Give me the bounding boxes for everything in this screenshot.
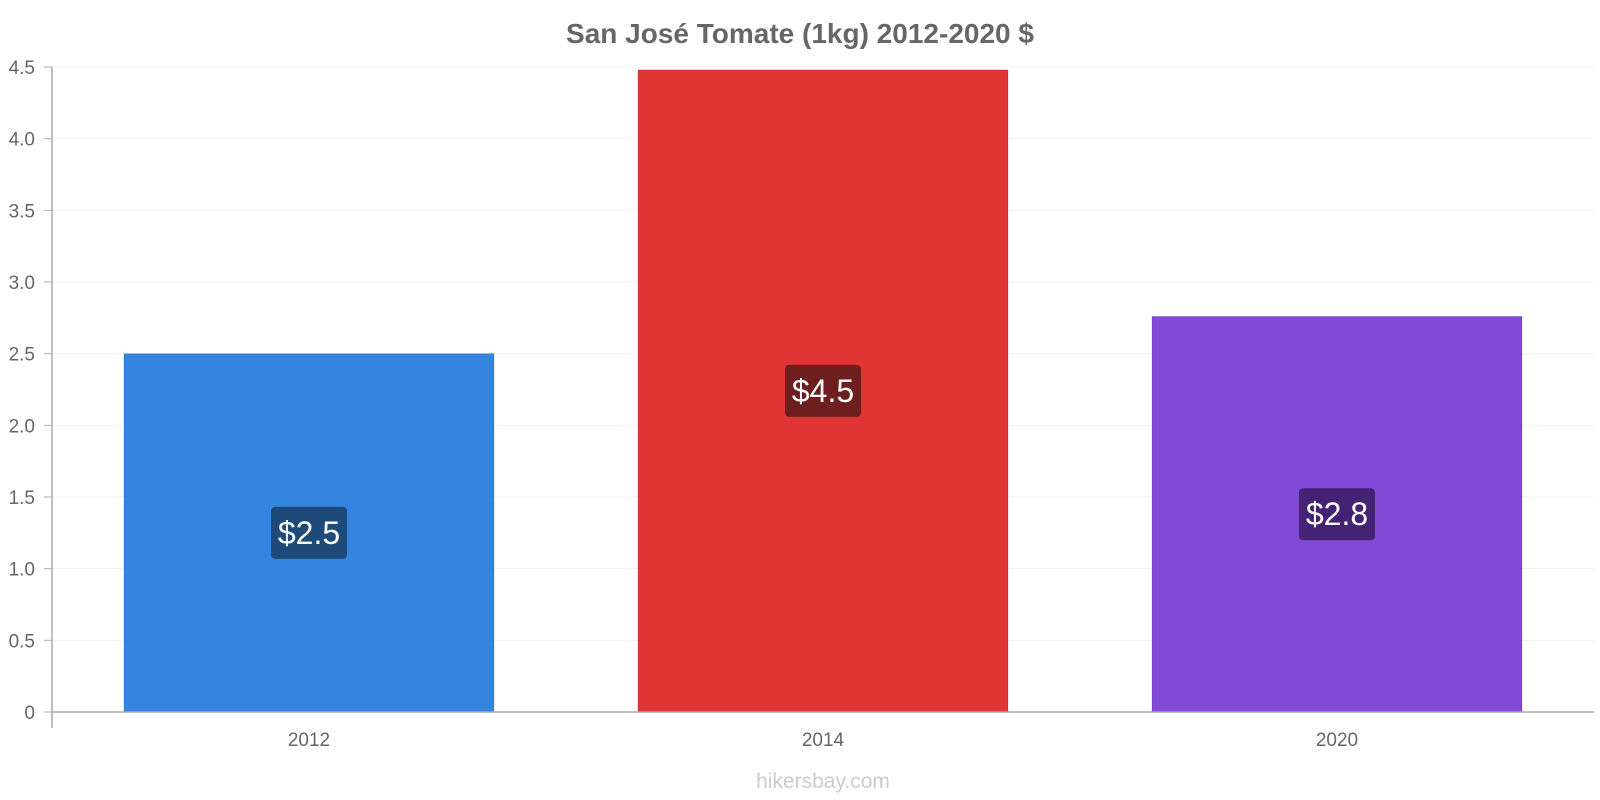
- data-label: $2.5: [278, 515, 340, 551]
- y-tick-label: 2.5: [9, 345, 35, 366]
- x-tick-label: 2020: [1316, 730, 1358, 751]
- y-tick-label: 4.5: [9, 58, 35, 79]
- y-tick-label: 4.0: [9, 130, 35, 151]
- y-tick-label: 0.5: [9, 631, 35, 652]
- y-tick-label: 3.0: [9, 273, 35, 294]
- y-tick-label: 1.5: [9, 488, 35, 509]
- y-tick-label: 0: [24, 703, 35, 724]
- x-tick-label: 2012: [288, 730, 330, 751]
- y-tick-label: 2.0: [9, 416, 35, 437]
- chart-title: San José Tomate (1kg) 2012-2020 $: [566, 18, 1034, 49]
- axes: [44, 66, 1594, 728]
- x-tick-label: 2014: [802, 730, 845, 751]
- data-label-box: [785, 364, 861, 417]
- y-tick-label: 3.5: [9, 201, 35, 222]
- data-label: $2.8: [1306, 496, 1368, 532]
- data-label: $4.5: [792, 373, 854, 409]
- data-label-box: [271, 506, 347, 559]
- data-label-box: [1299, 488, 1375, 541]
- y-tick-label: 1.0: [9, 560, 35, 581]
- watermark: hikersbay.com: [756, 770, 890, 793]
- bar-2012: [123, 353, 495, 713]
- tick-labels: 0 0.5 1.0 1.5 2.0 2.5 3.0 3.5 4.0 4.5 2012 2014 2020: [9, 58, 1359, 751]
- data-labels: $2.5 $4.5 $2.8: [271, 364, 1375, 559]
